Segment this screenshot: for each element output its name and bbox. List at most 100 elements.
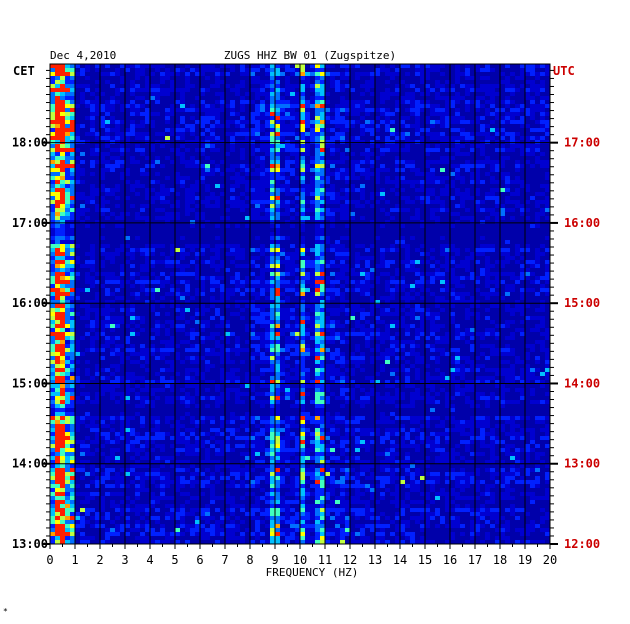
heat-cell — [455, 220, 460, 224]
heat-cell — [305, 212, 310, 216]
heat-cell — [165, 188, 170, 192]
heat-cell — [370, 104, 375, 108]
heat-cell — [540, 180, 545, 184]
heat-cell — [540, 244, 545, 248]
heat-cell — [370, 188, 375, 192]
heat-cell — [120, 236, 125, 240]
heat-cell — [520, 80, 525, 84]
heat-cell — [510, 84, 515, 88]
heat-cell — [540, 196, 545, 200]
heat-cell — [320, 192, 325, 196]
heat-cell — [385, 216, 390, 220]
heat-cell — [520, 72, 525, 76]
heat-cell — [310, 224, 315, 228]
heat-cell — [280, 168, 285, 172]
heat-cell — [260, 228, 265, 232]
heat-cell — [310, 176, 315, 180]
heat-cell — [450, 80, 455, 84]
heat-cell — [95, 180, 100, 184]
heat-cell — [75, 84, 80, 88]
heat-cell — [465, 260, 470, 264]
heat-cell — [360, 108, 365, 112]
heat-cell — [335, 88, 340, 92]
heat-cell — [230, 200, 235, 204]
heat-cell — [310, 144, 315, 148]
heat-cell — [50, 228, 55, 232]
heat-cell — [125, 252, 130, 256]
heat-cell — [485, 92, 490, 96]
heat-cell — [430, 224, 435, 228]
heat-cell — [355, 128, 360, 132]
heat-cell — [350, 220, 355, 224]
heat-cell — [245, 64, 250, 68]
heat-cell — [145, 248, 150, 252]
heat-cell — [325, 140, 330, 144]
heat-cell — [200, 216, 205, 220]
heat-cell — [300, 112, 305, 116]
heat-cell — [200, 112, 205, 116]
heat-cell — [280, 152, 285, 156]
heat-cell — [210, 104, 215, 108]
heat-cell — [440, 164, 445, 168]
heat-cell — [285, 144, 290, 148]
heat-cell — [235, 136, 240, 140]
heat-cell — [185, 236, 190, 240]
heat-cell — [335, 136, 340, 140]
heat-cell — [290, 216, 295, 220]
heat-cell — [175, 80, 180, 84]
heat-cell — [465, 112, 470, 116]
heat-cell — [100, 248, 105, 252]
heat-cell — [50, 216, 55, 220]
heat-cell — [135, 84, 140, 88]
heat-cell — [525, 100, 530, 104]
heat-cell — [295, 260, 300, 264]
heat-cell — [480, 144, 485, 148]
heat-cell — [285, 232, 290, 236]
heat-cell — [415, 168, 420, 172]
heat-cell — [480, 132, 485, 136]
heat-cell — [420, 232, 425, 236]
heat-cell — [450, 68, 455, 72]
heat-cell — [180, 200, 185, 204]
heat-cell — [155, 204, 160, 208]
heat-cell — [540, 108, 545, 112]
heat-cell — [485, 168, 490, 172]
heat-cell — [155, 148, 160, 152]
heat-cell — [215, 196, 220, 200]
heat-cell — [110, 128, 115, 132]
heat-cell — [520, 168, 525, 172]
heat-cell — [160, 76, 165, 80]
heat-cell — [165, 136, 170, 140]
heat-cell — [150, 120, 155, 124]
heat-cell — [130, 84, 135, 88]
heat-cell — [220, 92, 225, 96]
heat-cell — [415, 200, 420, 204]
heat-cell — [150, 132, 155, 136]
heat-cell — [60, 148, 65, 152]
heat-cell — [155, 128, 160, 132]
heat-cell — [520, 252, 525, 256]
heat-cell — [490, 256, 495, 260]
heat-cell — [355, 88, 360, 92]
heat-cell — [510, 120, 515, 124]
heat-cell — [225, 184, 230, 188]
heat-cell — [190, 112, 195, 116]
heat-cell — [400, 96, 405, 100]
heat-cell — [295, 140, 300, 144]
heat-cell — [460, 92, 465, 96]
heat-cell — [465, 168, 470, 172]
heat-cell — [325, 252, 330, 256]
heat-cell — [310, 84, 315, 88]
heat-cell — [455, 96, 460, 100]
heat-cell — [270, 160, 275, 164]
heat-cell — [180, 188, 185, 192]
heat-cell — [360, 172, 365, 176]
heat-cell — [450, 108, 455, 112]
heat-cell — [210, 100, 215, 104]
heat-cell — [100, 116, 105, 120]
heat-cell — [390, 80, 395, 84]
heat-cell — [80, 204, 85, 208]
heat-cell — [385, 252, 390, 256]
heat-cell — [100, 240, 105, 244]
heat-cell — [225, 84, 230, 88]
